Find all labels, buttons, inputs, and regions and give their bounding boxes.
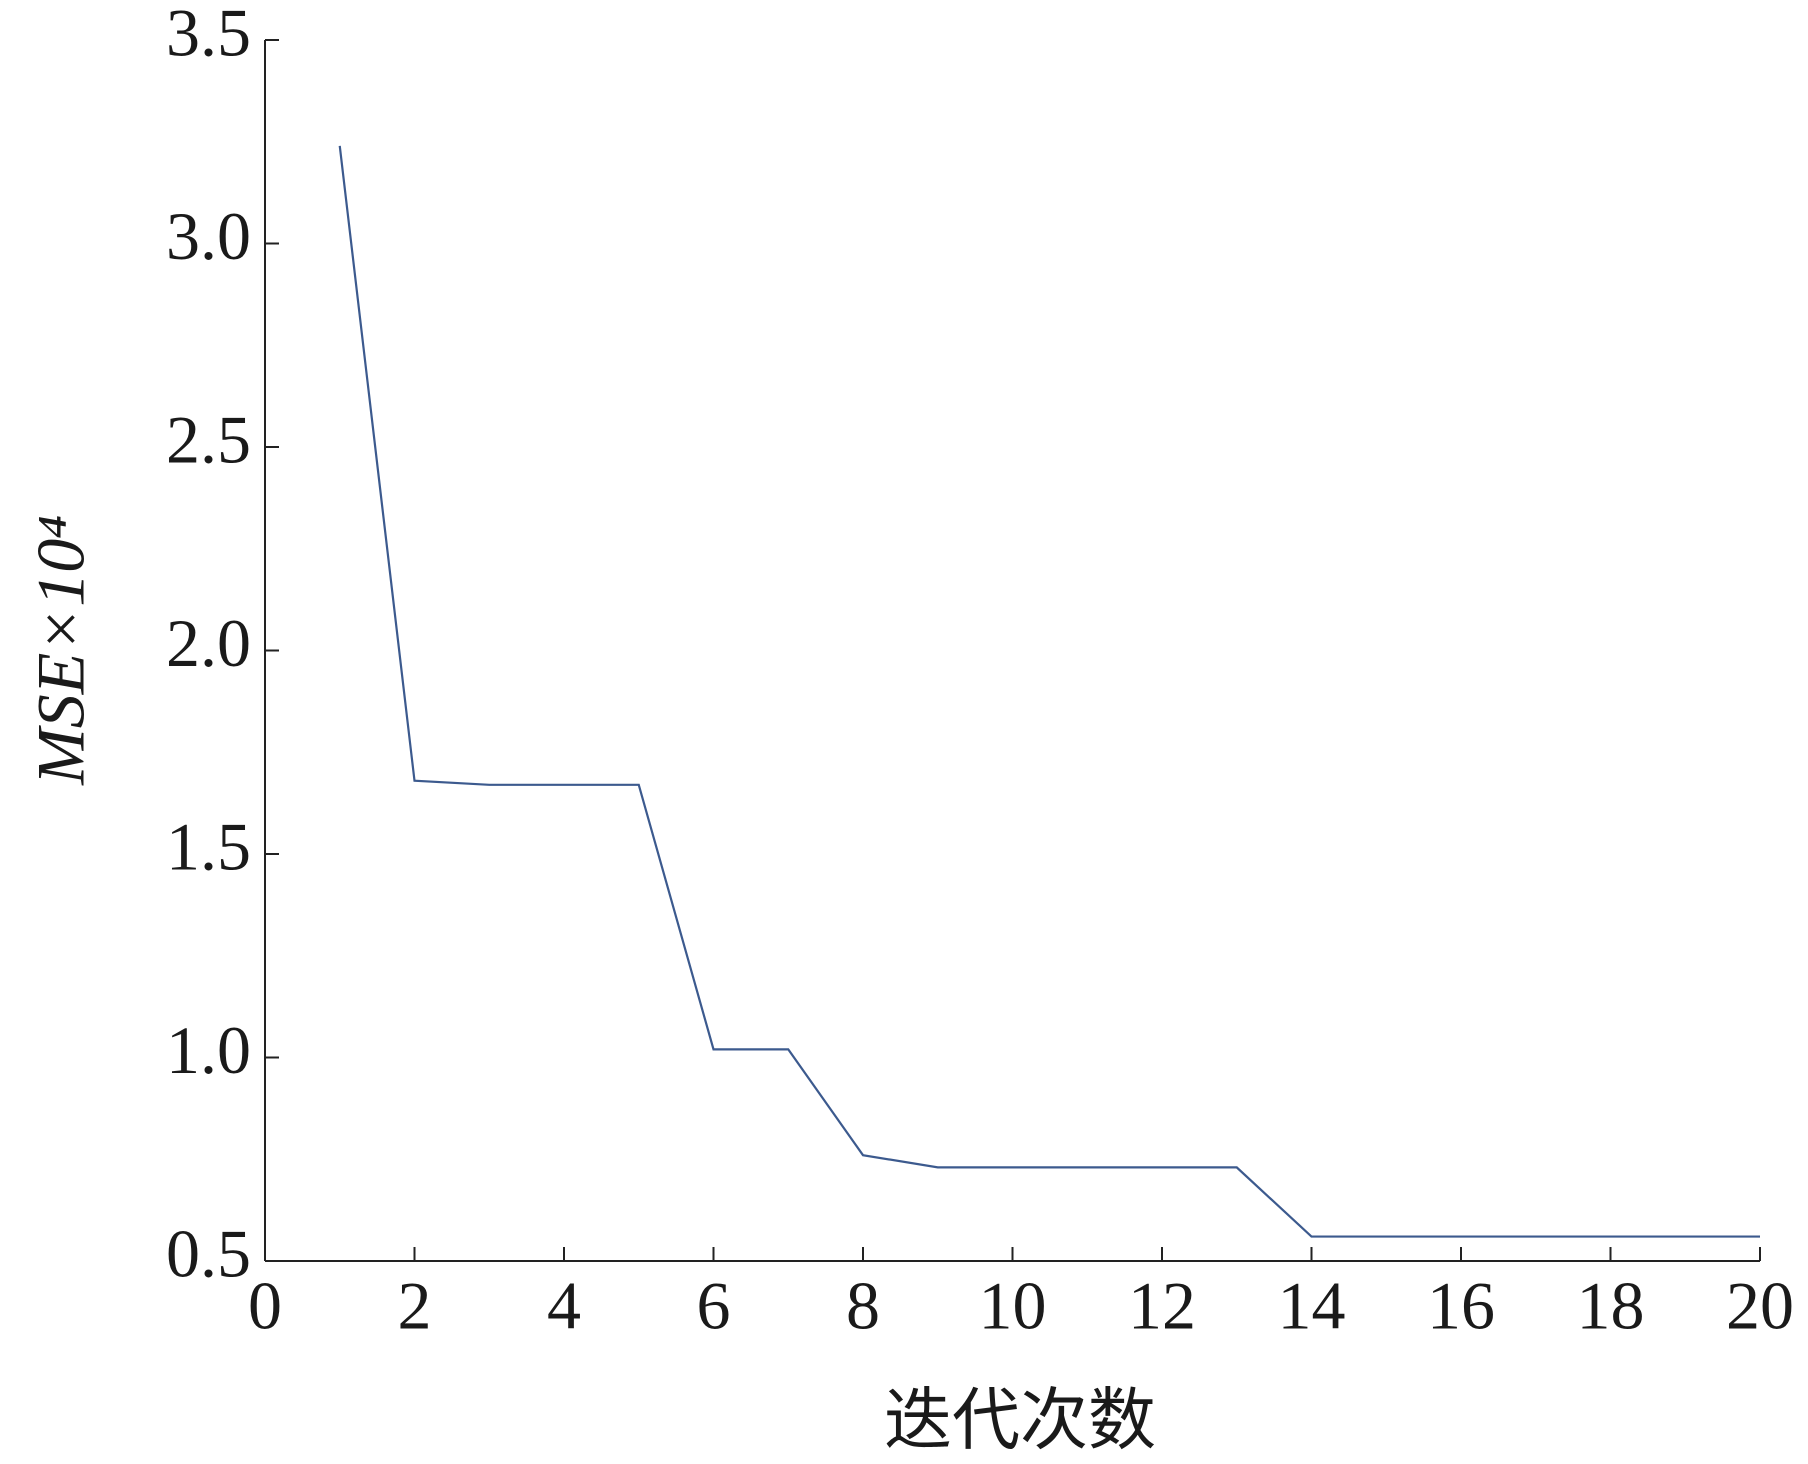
- x-tick-label: 14: [1278, 1268, 1346, 1344]
- y-tick-label: 3.5: [166, 0, 251, 71]
- x-tick-label: 16: [1427, 1268, 1495, 1344]
- x-tick-label: 20: [1726, 1268, 1794, 1344]
- x-tick-label: 4: [547, 1268, 581, 1344]
- x-axis-label: 迭代次数: [884, 1383, 1156, 1459]
- x-tick-label: 10: [979, 1268, 1047, 1344]
- y-tick-label: 1.5: [166, 809, 251, 885]
- y-tick-label: 2.5: [166, 402, 251, 478]
- x-tick-label: 0: [248, 1268, 282, 1344]
- y-axis-label: MSE×10⁴: [23, 515, 99, 786]
- x-tick-label: 18: [1577, 1268, 1645, 1344]
- x-tick-label: 8: [846, 1268, 880, 1344]
- y-tick-label: 2.0: [166, 605, 251, 681]
- x-tick-label: 2: [398, 1268, 432, 1344]
- data-line: [338, 145, 1760, 1238]
- x-tick-label: 6: [697, 1268, 731, 1344]
- y-tick-label: 0.5: [166, 1216, 251, 1292]
- y-tick-label: 3.0: [166, 198, 251, 274]
- x-tick-label: 12: [1128, 1268, 1196, 1344]
- y-tick-label: 1.0: [166, 1012, 251, 1088]
